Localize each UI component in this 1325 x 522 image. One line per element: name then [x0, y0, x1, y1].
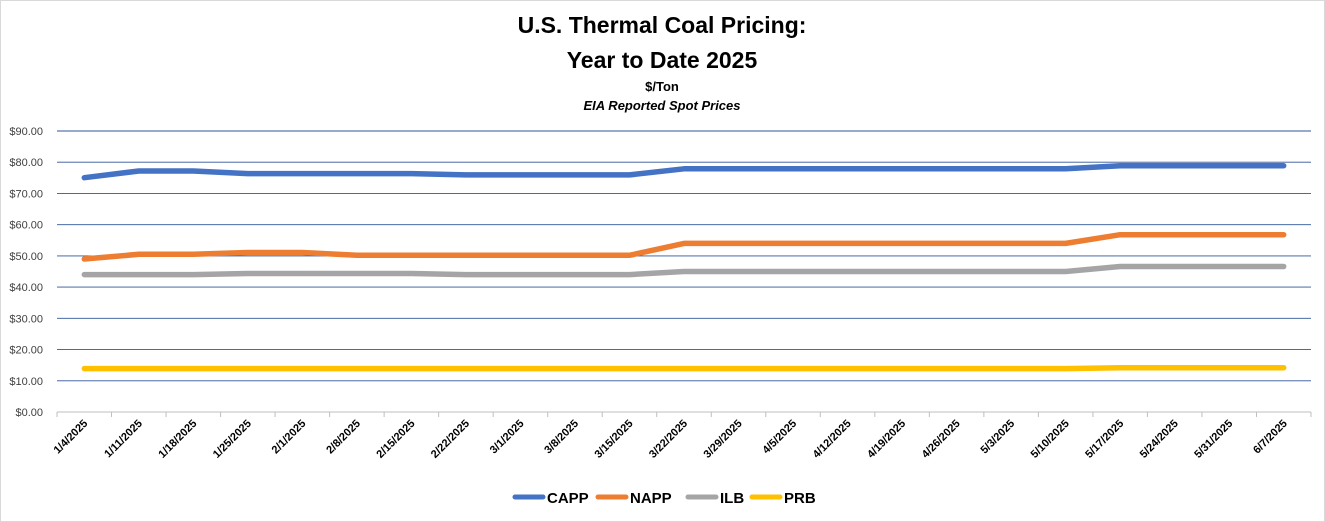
- y-tick-label: $40.00: [9, 282, 43, 294]
- y-tick-label: $20.00: [9, 345, 43, 357]
- x-axis: 1/4/2025 1/11/2025 1/18/2025 1/25/2025 2/1/2…: [52, 411, 1312, 461]
- chart-subtitle: $/Ton: [645, 79, 679, 94]
- y-tick-label: $60.00: [9, 220, 43, 232]
- x-tick-label: 2/8/2025: [324, 418, 363, 457]
- y-tick-label: $70.00: [9, 188, 43, 200]
- x-tick-label: 2/15/2025: [374, 418, 417, 461]
- gridlines: [57, 130, 1311, 382]
- x-tick-label: 3/1/2025: [488, 418, 527, 457]
- y-tick-label: $0.00: [15, 407, 43, 419]
- series-line-napp: [81, 231, 1287, 262]
- series-line-ilb: [81, 263, 1287, 278]
- series-line-capp: [81, 162, 1287, 181]
- legend-label: ILB: [720, 490, 744, 507]
- legend: CAPP NAPP ILB PRB: [512, 490, 816, 507]
- chart-subtitle-2: EIA Reported Spot Prices: [584, 98, 741, 113]
- x-tick-label: 5/31/2025: [1192, 418, 1235, 461]
- x-tick-label: 1/25/2025: [211, 418, 254, 461]
- x-tick-label: 5/17/2025: [1083, 418, 1126, 461]
- x-tick-label: 4/19/2025: [865, 418, 908, 461]
- x-tick-label: 2/22/2025: [429, 418, 472, 461]
- x-tick-label: 3/29/2025: [702, 418, 745, 461]
- chart-title-line-1: U.S. Thermal Coal Pricing:: [518, 12, 807, 38]
- x-tick-label: 3/22/2025: [647, 418, 690, 461]
- legend-item-prb: PRB: [749, 490, 816, 507]
- x-tick-label: 1/18/2025: [156, 418, 199, 461]
- x-tick-label: 5/10/2025: [1029, 418, 1072, 461]
- x-tick-label: 3/15/2025: [593, 418, 636, 461]
- x-tick-label: 2/1/2025: [270, 418, 309, 457]
- x-tick-label: 4/5/2025: [760, 418, 799, 457]
- legend-item-napp: NAPP: [595, 490, 672, 507]
- legend-label: PRB: [784, 490, 816, 507]
- legend-item-capp: CAPP: [512, 490, 589, 507]
- x-tick-label: 4/26/2025: [920, 418, 963, 461]
- x-tick-label: 1/11/2025: [102, 418, 145, 461]
- y-tick-label: $30.00: [9, 313, 43, 325]
- y-tick-label: $80.00: [9, 157, 43, 169]
- legend-label: NAPP: [630, 490, 672, 507]
- x-tick-label: 5/3/2025: [978, 418, 1017, 457]
- y-tick-label: $10.00: [9, 376, 43, 388]
- series-line-prb: [81, 364, 1287, 372]
- x-tick-label: 6/7/2025: [1251, 418, 1290, 457]
- chart-title-line-2: Year to Date 2025: [567, 47, 758, 73]
- x-tick-label: 1/4/2025: [52, 418, 91, 457]
- x-tick-label: 5/24/2025: [1138, 418, 1181, 461]
- y-tick-label: $90.00: [9, 126, 43, 138]
- y-tick-label: $50.00: [9, 251, 43, 263]
- legend-item-ilb: ILB: [685, 490, 744, 507]
- x-tick-label: 4/12/2025: [811, 418, 854, 461]
- legend-label: CAPP: [547, 490, 589, 507]
- x-tick-label: 3/8/2025: [542, 418, 581, 457]
- series-lines: [81, 162, 1287, 372]
- y-axis: $0.00 $10.00 $20.00 $30.00 $40.00 $50.00 $60.0…: [9, 126, 43, 419]
